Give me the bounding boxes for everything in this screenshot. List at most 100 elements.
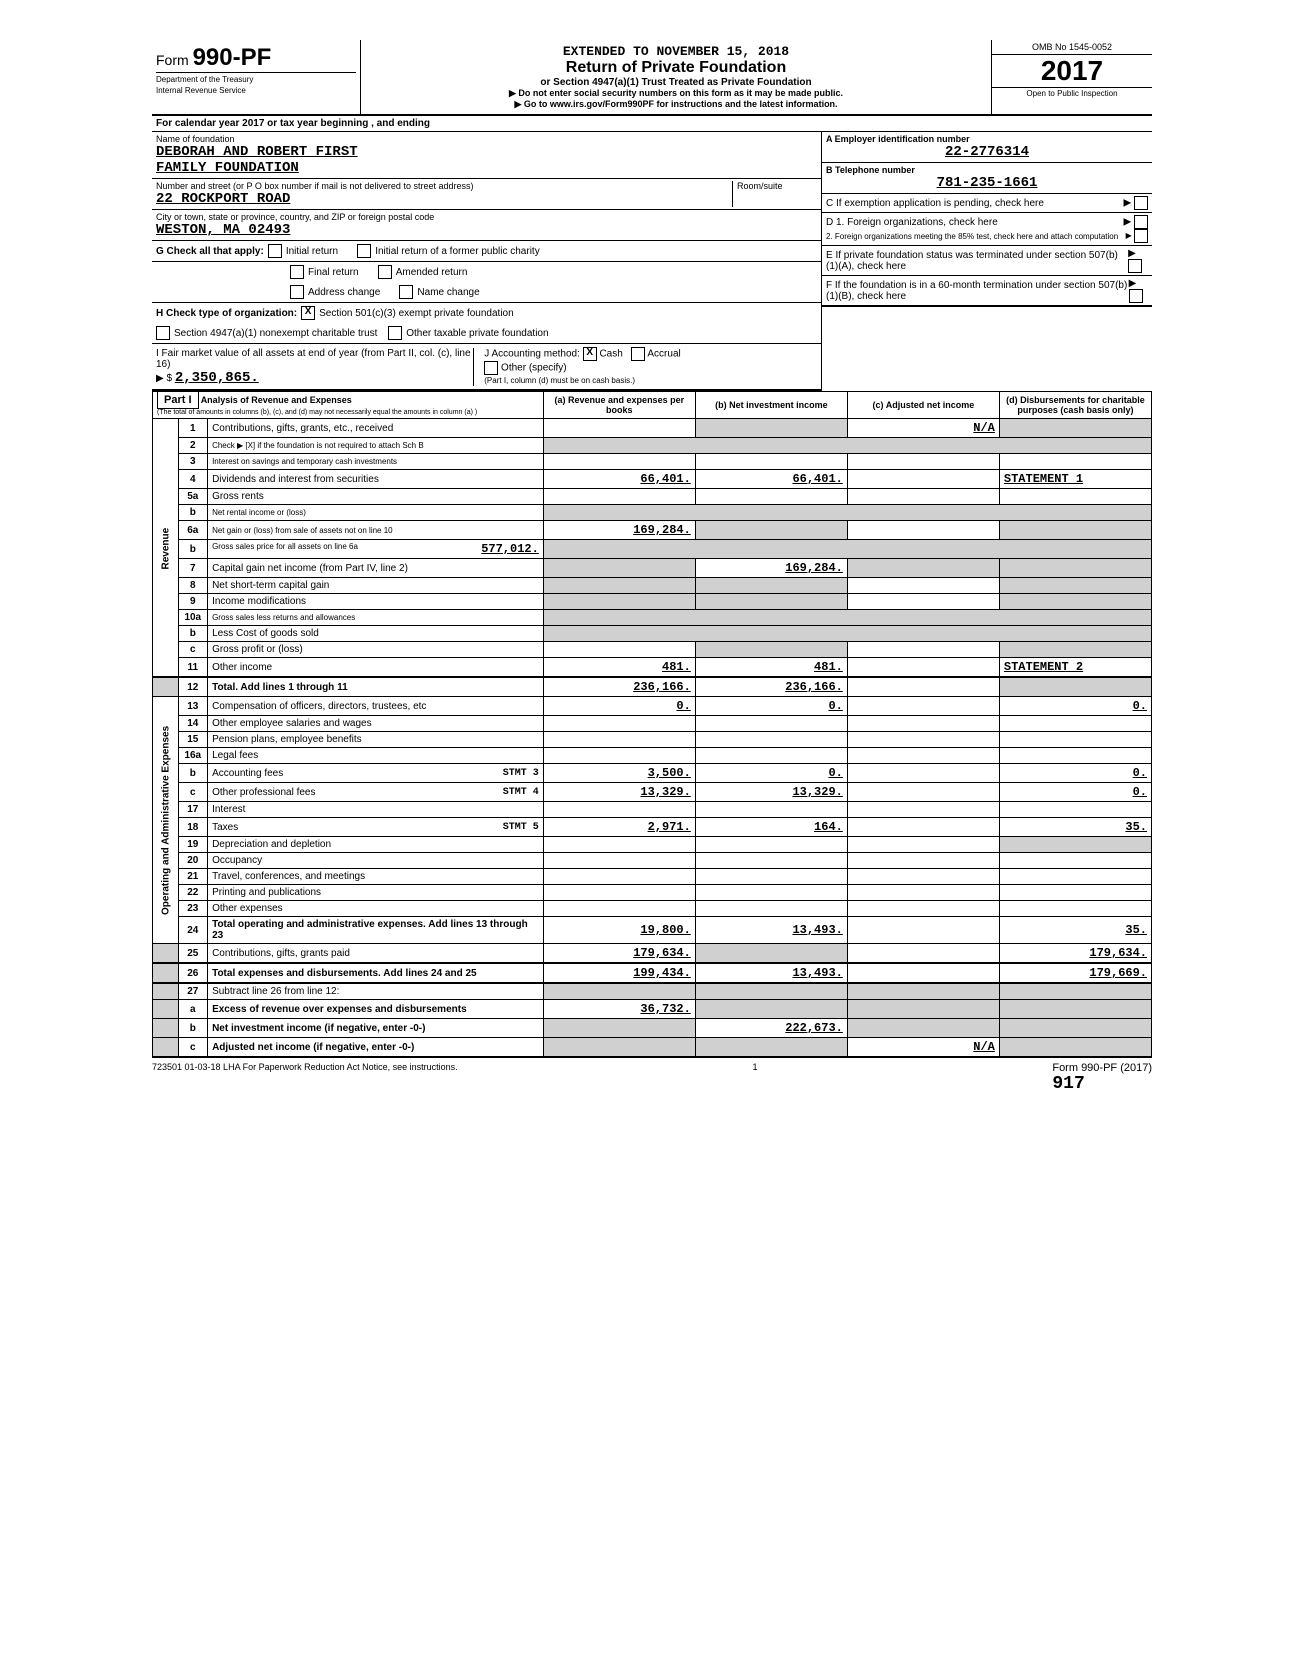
checkbox-amended[interactable] (378, 265, 392, 279)
opt-initial: Initial return (286, 246, 338, 257)
r24-desc: Total operating and administrative expen… (208, 917, 544, 944)
checkbox-4947[interactable] (156, 326, 170, 340)
e-label: E If private foundation status was termi… (826, 250, 1128, 272)
opt-final: Final return (308, 267, 359, 278)
r27-num: 27 (178, 983, 208, 1000)
r14-num: 14 (178, 716, 208, 732)
checkbox-d1[interactable] (1134, 215, 1148, 229)
r26-a: 199,434. (543, 963, 695, 983)
r5a-desc: Gross rents (208, 489, 544, 505)
r3-num: 3 (178, 454, 208, 470)
info-left-col: Name of foundation DEBORAH AND ROBERT FI… (152, 132, 821, 391)
r6b-desc: Gross sales price for all assets on line… (208, 540, 544, 559)
r10a-num: 10a (178, 610, 208, 626)
handwritten-917: 917 (1052, 1074, 1084, 1094)
r11-d: STATEMENT 2 (999, 658, 1151, 678)
r5a-num: 5a (178, 489, 208, 505)
checkbox-initial[interactable] (268, 244, 282, 258)
r22-num: 22 (178, 885, 208, 901)
r13-d: 0. (999, 697, 1151, 716)
box-c: C If exemption application is pending, c… (822, 194, 1152, 213)
checkbox-cash[interactable]: X (583, 347, 597, 361)
r18-b: 164. (695, 818, 847, 837)
box-g: G Check all that apply: Initial return I… (152, 241, 821, 262)
col-d-header: (d) Disbursements for charitable purpose… (999, 392, 1151, 419)
j-other: Other (specify) (501, 363, 567, 374)
checkbox-other-tax[interactable] (388, 326, 402, 340)
r27-desc: Subtract line 26 from line 12: (208, 983, 544, 1000)
r18-d: 35. (999, 818, 1151, 837)
r27b-b: 222,673. (695, 1019, 847, 1038)
form-990pf: Form 990-PF Department of the Treasury I… (152, 40, 1152, 1094)
phone-value: 781-235-1661 (826, 175, 1148, 191)
checkbox-namechg[interactable] (399, 285, 413, 299)
opt-initial-public: Initial return of a former public charit… (375, 246, 540, 257)
extended-date: EXTENDED TO NOVEMBER 15, 2018 (365, 44, 987, 59)
checkbox-c[interactable] (1134, 196, 1148, 210)
r26-desc: Total expenses and disbursements. Add li… (208, 963, 544, 983)
r19-desc: Depreciation and depletion (208, 837, 544, 853)
checkbox-d2[interactable] (1134, 229, 1148, 243)
r16b-stmt: STMT 3 (503, 768, 539, 779)
part1-title: Analysis of Revenue and Expenses (201, 395, 352, 405)
r24-a: 19,800. (543, 917, 695, 944)
r18-num: 18 (178, 818, 208, 837)
r27c-num: c (178, 1038, 208, 1058)
r16a-num: 16a (178, 748, 208, 764)
r25-d: 179,634. (999, 944, 1151, 964)
r24-d: 35. (999, 917, 1151, 944)
revenue-section-label: Revenue (153, 419, 179, 678)
r27c-desc: Adjusted net income (if negative, enter … (208, 1038, 544, 1058)
checkbox-e[interactable] (1128, 259, 1142, 273)
header-left: Form 990-PF Department of the Treasury I… (152, 40, 361, 114)
r26-b: 13,493. (695, 963, 847, 983)
form-subtitle: or Section 4947(a)(1) Trust Treated as P… (365, 77, 987, 88)
city-label: City or town, state or province, country… (156, 212, 817, 222)
col-b-header: (b) Net investment income (695, 392, 847, 419)
r12-num: 12 (178, 677, 208, 697)
a-label: A Employer identification number (826, 134, 1148, 144)
r10a-desc: Gross sales less returns and allowances (208, 610, 544, 626)
checkbox-501c3[interactable]: X (301, 306, 315, 320)
checkbox-addrchg[interactable] (290, 285, 304, 299)
r10c-num: c (178, 642, 208, 658)
box-h-row1: H Check type of organization: X Section … (152, 303, 821, 323)
checkbox-other-acct[interactable] (484, 361, 498, 375)
irs: Internal Revenue Service (156, 84, 356, 95)
checkbox-final[interactable] (290, 265, 304, 279)
r14-desc: Other employee salaries and wages (208, 716, 544, 732)
address-value: 22 ROCKPORT ROAD (156, 191, 732, 207)
city-value: WESTON, MA 02493 (156, 222, 817, 238)
r7-b: 169,284. (695, 559, 847, 578)
r10b-num: b (178, 626, 208, 642)
r1-a (543, 419, 695, 438)
box-d: D 1. Foreign organizations, check here ▶… (822, 213, 1152, 246)
form-title: Return of Private Foundation (365, 59, 987, 77)
r4-desc: Dividends and interest from securities (208, 470, 544, 489)
calendar-year-row: For calendar year 2017 or tax year begin… (152, 116, 1152, 132)
opt-other-tax: Other taxable private foundation (406, 328, 548, 339)
box-e: E If private foundation status was termi… (822, 246, 1152, 276)
r11-desc: Other income (208, 658, 544, 678)
r16c-d: 0. (999, 783, 1151, 802)
r16c-stmt: STMT 4 (503, 787, 539, 798)
opt-501c3: Section 501(c)(3) exempt private foundat… (319, 308, 514, 319)
r18-desc: Taxes STMT 5 (208, 818, 544, 837)
r16c-num: c (178, 783, 208, 802)
r15-desc: Pension plans, employee benefits (208, 732, 544, 748)
r13-desc: Compensation of officers, directors, tru… (208, 697, 544, 716)
c-label: C If exemption application is pending, c… (826, 198, 1044, 209)
checkbox-accrual[interactable] (631, 347, 645, 361)
checkbox-f[interactable] (1129, 289, 1143, 303)
address-cell: Number and street (or P O box number if … (152, 179, 821, 210)
dept-treasury: Department of the Treasury (156, 72, 356, 84)
checkbox-initial-public[interactable] (357, 244, 371, 258)
omb-number: OMB No 1545-0052 (992, 40, 1152, 55)
header-right: OMB No 1545-0052 2017 Open to Public Ins… (991, 40, 1152, 114)
r12-b: 236,166. (695, 677, 847, 697)
opt-4947: Section 4947(a)(1) nonexempt charitable … (174, 328, 377, 339)
r16b-text: Accounting fees (212, 768, 283, 779)
r6b-inline: 577,012. (481, 542, 539, 556)
part1-table: Part I Analysis of Revenue and Expenses … (152, 391, 1152, 1058)
opadmin-section-label: Operating and Administrative Expenses (153, 697, 179, 944)
